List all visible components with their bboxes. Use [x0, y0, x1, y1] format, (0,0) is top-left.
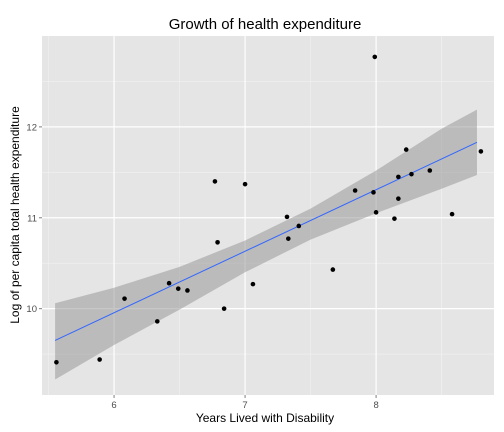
- data-point: [221, 306, 227, 311]
- data-point: [215, 240, 220, 245]
- data-point: [330, 267, 336, 272]
- data-point: [212, 179, 218, 184]
- data-point: [372, 54, 378, 60]
- data-point: [122, 296, 127, 301]
- data-point: [396, 196, 401, 201]
- gridlines: [42, 36, 494, 395]
- data-point: [403, 147, 409, 152]
- data-point: [284, 214, 290, 220]
- fit-line-group: [54, 141, 478, 341]
- data-point: [286, 236, 291, 241]
- data-point: [373, 210, 379, 215]
- x-axis-ticks: 6 7 8: [111, 395, 379, 411]
- x-tick-label: 8: [373, 400, 378, 411]
- data-point: [409, 171, 414, 177]
- data-point: [154, 319, 160, 324]
- data-point: [175, 286, 181, 291]
- x-axis-label: Years Lived with Disability: [196, 411, 334, 425]
- y-tick-label: 10: [26, 304, 37, 315]
- y-axis-label: Log of per capita total health expenditu…: [8, 106, 22, 324]
- data-point: [296, 223, 302, 229]
- data-points: [54, 54, 484, 365]
- data-point: [478, 149, 484, 154]
- confidence-band-group: [55, 109, 477, 380]
- confidence-band: [55, 109, 477, 380]
- y-axis-ticks: 10 11 12: [26, 122, 42, 315]
- data-point: [250, 281, 256, 287]
- data-point: [427, 168, 433, 173]
- data-point: [54, 359, 59, 365]
- x-tick-label: 6: [111, 400, 116, 411]
- data-point: [396, 174, 401, 180]
- chart-title: Growth of health expenditure: [169, 16, 362, 33]
- data-point: [449, 211, 455, 217]
- y-tick-label: 12: [26, 122, 37, 133]
- data-point: [371, 190, 376, 195]
- x-tick-label: 7: [242, 400, 247, 411]
- data-point: [166, 280, 172, 286]
- data-point: [185, 288, 190, 293]
- data-point: [392, 216, 397, 221]
- y-tick-label: 11: [27, 213, 37, 224]
- data-point: [352, 188, 358, 193]
- fit-line: [54, 141, 478, 341]
- data-point: [97, 357, 102, 362]
- data-point: [242, 181, 248, 187]
